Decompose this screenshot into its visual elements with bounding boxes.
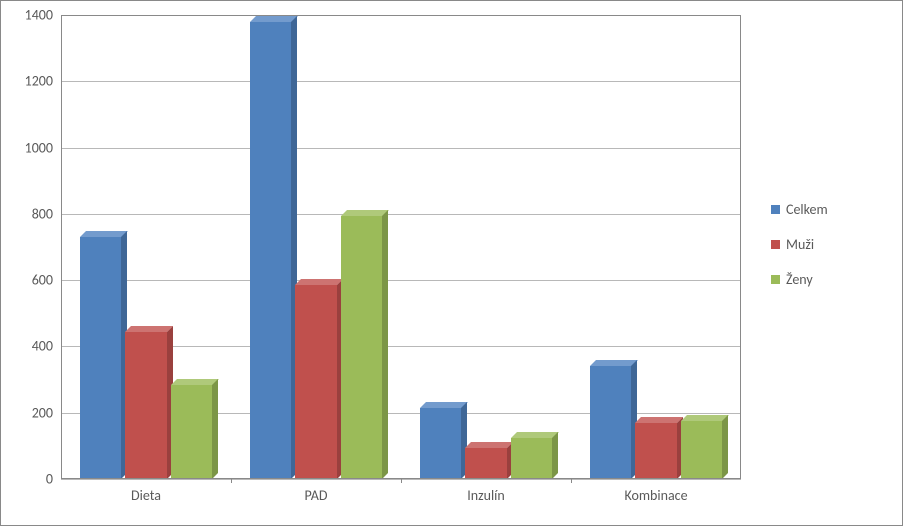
bar [295,285,337,479]
bar-top-face [635,417,683,423]
x-tick-label: Inzulín [467,487,504,504]
legend-label: Celkem [786,201,828,218]
bar [80,237,122,479]
y-tick-label: 400 [1,338,53,355]
x-tick-mark [231,479,232,483]
x-tick-label: PAD [305,487,328,504]
bar-side-face [212,379,218,479]
legend-swatch [771,275,780,284]
bar [420,408,462,479]
legend: Celkem Muži Ženy [771,201,828,306]
y-tick-label: 600 [1,272,53,289]
legend-label: Muži [786,236,814,253]
bar-top-face [465,442,513,448]
bar [125,332,167,479]
legend-swatch [771,205,780,214]
x-tick-mark [401,479,402,483]
bar [635,423,677,479]
bar-top-face [511,432,559,438]
bar-side-face [382,210,388,479]
bar [341,216,383,479]
plot-area [61,15,741,479]
y-tick-label: 800 [1,205,53,222]
x-tick-label: Dieta [131,487,161,504]
y-tick-label: 1400 [1,7,53,24]
y-tick-label: 200 [1,404,53,421]
bar-side-face [552,432,558,479]
bar [250,22,292,479]
x-tick-mark [571,479,572,483]
bar-top-face [171,379,219,385]
legend-item: Muži [771,236,828,253]
legend-swatch [771,240,780,249]
y-tick-label: 1000 [1,139,53,156]
bar-top-face [420,402,468,408]
gridline [61,81,741,82]
x-tick-label: Kombinace [624,487,687,504]
gridline [61,214,741,215]
bar-top-face [125,326,173,332]
bar [681,421,723,479]
y-tick-label: 1200 [1,73,53,90]
legend-label: Ženy [786,271,813,288]
legend-item: Celkem [771,201,828,218]
bar [590,366,632,479]
chart-container: 0 200 400 600 800 1000 1200 1400 Dieta PAD Inzulín… [0,0,903,526]
bar-side-face [722,415,728,479]
bar [465,448,507,479]
bar-top-face [250,16,298,22]
gridline [61,148,741,149]
bar [171,385,213,479]
bar-top-face [295,279,343,285]
gridline [61,280,741,281]
bar-top-face [341,210,389,216]
legend-item: Ženy [771,271,828,288]
y-tick-label: 0 [1,471,53,488]
bar [511,438,553,479]
